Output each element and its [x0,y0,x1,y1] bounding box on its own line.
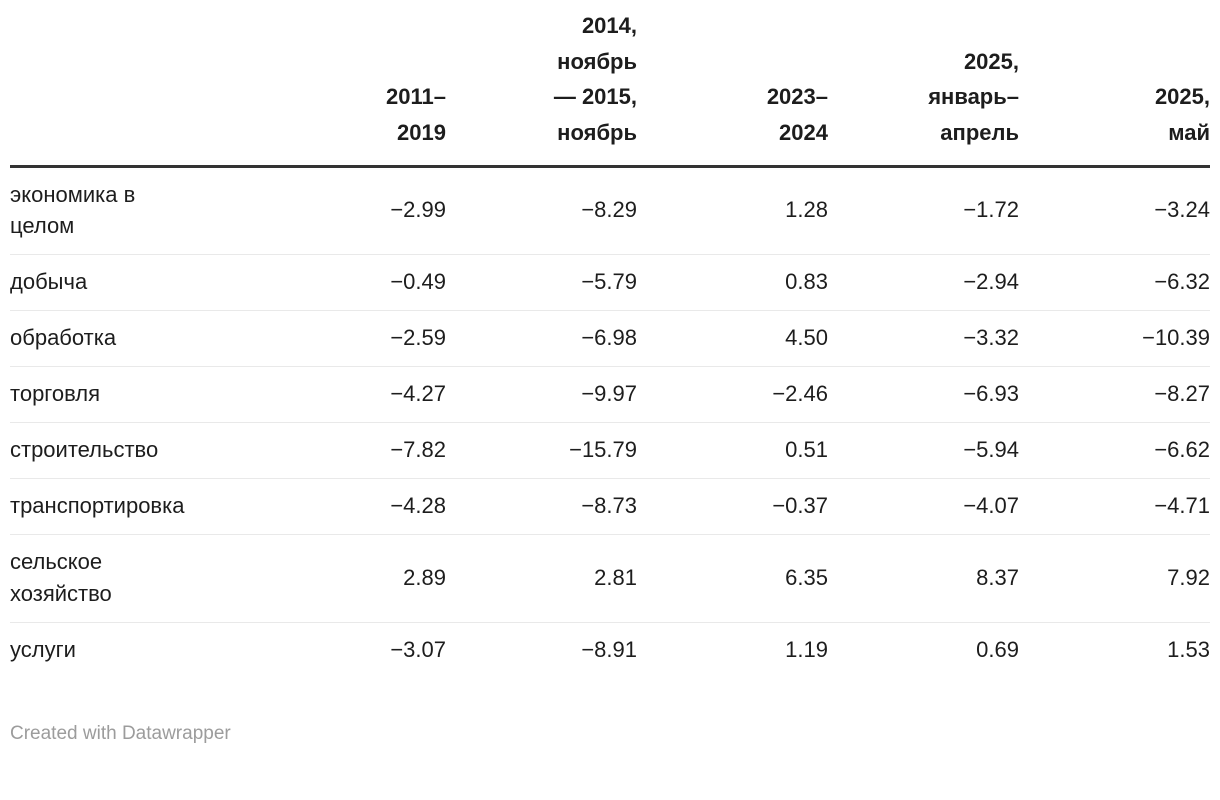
cell-value: 2.81 [594,564,637,590]
column-header-2023-2024: 2023– 2024 [766,84,828,145]
cell-value: −4.27 [390,381,446,407]
cell-value: −4.07 [963,492,1019,518]
table-row-construction: строительство −7.82 −15.79 0.51 −5.94 −6… [10,422,1210,478]
footer: Created with Datawrapper [0,677,1220,746]
column-header-2025-jan-apr: 2025, январь– апрель [928,48,1019,145]
cell-value: −3.07 [390,636,446,662]
cell-value: 2.89 [403,564,446,590]
cell-value: −7.82 [390,436,446,462]
column-header-2014-2015-november: 2014, ноябрь — 2015, ноябрь [553,13,637,145]
row-label: обработка [10,325,117,351]
row-label: сельское хозяйство [10,548,112,606]
table-row-trade: торговля −4.27 −9.97 −2.46 −6.93 −8.27 [10,366,1210,423]
cell-value: −2.46 [772,381,828,407]
cell-value: −0.49 [390,269,446,295]
row-label: экономика в целом [10,181,136,239]
cell-value: −6.93 [963,381,1019,407]
cell-value: −8.29 [581,197,637,223]
table-body: экономика в целом −2.99 −8.29 1.28 −1.72… [10,166,1210,677]
table-row-agriculture: сельское хозяйство 2.89 2.81 6.35 8.37 7… [10,534,1210,622]
cell-value: −10.39 [1142,325,1210,351]
cell-value: −1.72 [963,197,1019,223]
cell-value: −4.28 [390,492,446,518]
header-row: 2011– 2019 2014, ноябрь — 2015, ноябрь 2… [10,8,1210,166]
cell-value: −9.97 [581,381,637,407]
cell-value: 6.35 [785,564,828,590]
table-header: 2011– 2019 2014, ноябрь — 2015, ноябрь 2… [10,8,1210,166]
cell-value: −2.59 [390,325,446,351]
cell-value: −6.62 [1154,436,1210,462]
cell-value: 1.53 [1167,636,1210,662]
table-row-economy-overall: экономика в целом −2.99 −8.29 1.28 −1.72… [10,166,1210,255]
cell-value: −2.99 [390,197,446,223]
cell-value: 1.28 [785,197,828,223]
corner-header-cell [10,8,255,166]
column-header-2011-2019: 2011– 2019 [386,84,446,145]
cell-value: 8.37 [976,564,1019,590]
row-label: торговля [10,381,101,407]
column-header-2025-may: 2025, май [1154,84,1210,145]
row-label: услуги [10,636,76,662]
cell-value: −8.91 [581,636,637,662]
cell-value: 1.19 [785,636,828,662]
table-row-mining: добыча −0.49 −5.79 0.83 −2.94 −6.32 [10,254,1210,311]
cell-value: −15.79 [569,436,637,462]
cell-value: 0.83 [785,269,828,295]
cell-value: −6.98 [581,325,637,351]
row-label: добыча [10,269,88,295]
datawrapper-credit: Created with Datawrapper [10,723,231,745]
cell-value: 0.51 [785,436,828,462]
cell-value: 7.92 [1167,564,1210,590]
cell-value: −5.79 [581,269,637,295]
cell-value: −5.94 [963,436,1019,462]
cell-value: 0.69 [976,636,1019,662]
cell-value: −2.94 [963,269,1019,295]
table-container: 2011– 2019 2014, ноябрь — 2015, ноябрь 2… [10,8,1210,677]
row-label: строительство [10,436,159,462]
table-row-services: услуги −3.07 −8.91 1.19 0.69 1.53 [10,622,1210,677]
cell-value: −6.32 [1154,269,1210,295]
cell-value: −4.71 [1154,492,1210,518]
cell-value: −8.73 [581,492,637,518]
data-table: 2011– 2019 2014, ноябрь — 2015, ноябрь 2… [10,8,1210,677]
cell-value: −8.27 [1154,381,1210,407]
cell-value: −3.24 [1154,197,1210,223]
table-row-transportation: транспортировка −4.28 −8.73 −0.37 −4.07 … [10,478,1210,534]
cell-value: −3.32 [963,325,1019,351]
cell-value: 4.50 [785,325,828,351]
table-row-manufacturing: обработка −2.59 −6.98 4.50 −3.32 −10.39 [10,310,1210,367]
cell-value: −0.37 [772,492,828,518]
row-label: транспортировка [10,492,185,518]
